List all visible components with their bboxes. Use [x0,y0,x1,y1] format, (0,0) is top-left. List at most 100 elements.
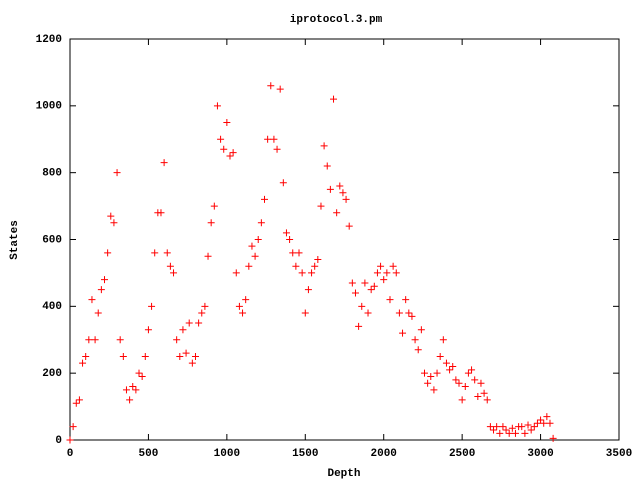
point [301,309,309,317]
point [248,242,256,250]
point [257,219,265,227]
point [270,135,278,143]
point [173,336,181,344]
point [427,373,435,381]
point [88,296,96,304]
point [392,269,400,277]
point [361,279,369,287]
point [395,309,403,317]
chart-title: iprotocol.3.pm [290,14,383,26]
point [540,419,548,427]
point [276,85,284,93]
point [292,262,300,270]
point [282,229,290,237]
y-tick-label: 400 [42,301,62,313]
x-tick-label: 3000 [527,448,553,460]
point [449,362,457,370]
point [505,429,513,437]
point [75,396,83,404]
point [471,376,479,384]
point [126,396,134,404]
point [148,302,156,310]
point [477,379,485,387]
y-axis-label: States [9,220,21,260]
point [446,366,454,374]
point [185,319,193,327]
point [364,309,372,317]
point [107,212,115,220]
plot-border [69,38,620,441]
point [239,309,247,317]
point [191,352,199,360]
y-tick-label: 1200 [36,34,62,46]
point [104,249,112,257]
point [163,249,171,257]
point [323,162,331,170]
point [66,436,74,444]
point [508,424,516,432]
point [342,195,350,203]
x-tick-label: 2000 [371,448,397,460]
point [442,359,450,367]
point [116,336,124,344]
point [455,379,463,387]
point [242,296,250,304]
point [122,386,130,394]
point [408,312,416,320]
point [182,349,190,357]
y-tick-label: 0 [55,435,62,447]
point [439,336,447,344]
point [317,202,325,210]
point [339,189,347,197]
point [311,262,319,270]
point [110,219,118,227]
point [229,149,237,157]
point [452,376,460,384]
point [141,352,149,360]
point [279,179,287,187]
point [157,209,165,217]
y-tick-label: 600 [42,234,62,246]
point [264,135,272,143]
point [411,336,419,344]
point [399,329,407,337]
point [546,419,554,427]
point [333,209,341,217]
point [295,249,303,257]
point [499,423,507,431]
point [160,159,168,167]
point [267,82,275,90]
point [521,429,529,437]
point [198,309,206,317]
point [179,326,187,334]
point [119,352,127,360]
point [166,262,174,270]
point [220,145,228,153]
x-tick-label: 2500 [449,448,475,460]
point [511,429,519,437]
point [468,366,476,374]
point [490,426,498,434]
point [79,359,87,367]
point [533,419,541,427]
point [210,202,218,210]
point [549,434,557,442]
point [386,296,394,304]
point [289,249,297,257]
point [330,95,338,103]
point [151,249,159,257]
point [298,269,306,277]
point [380,276,388,284]
point [251,252,259,260]
point [132,386,140,394]
x-tick-label: 0 [67,448,74,460]
point [201,302,209,310]
point [348,279,356,287]
point [72,399,80,407]
point [367,286,375,294]
point [493,423,501,431]
point [414,346,422,354]
point [129,383,137,391]
point [261,195,269,203]
point [530,423,538,431]
